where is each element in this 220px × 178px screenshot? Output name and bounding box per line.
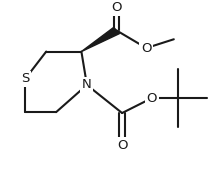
Text: O: O <box>147 92 157 105</box>
Text: O: O <box>117 139 127 152</box>
Text: O: O <box>111 1 122 14</box>
Text: N: N <box>82 78 92 91</box>
Polygon shape <box>81 27 119 52</box>
Text: S: S <box>21 72 29 85</box>
Text: O: O <box>141 41 152 54</box>
